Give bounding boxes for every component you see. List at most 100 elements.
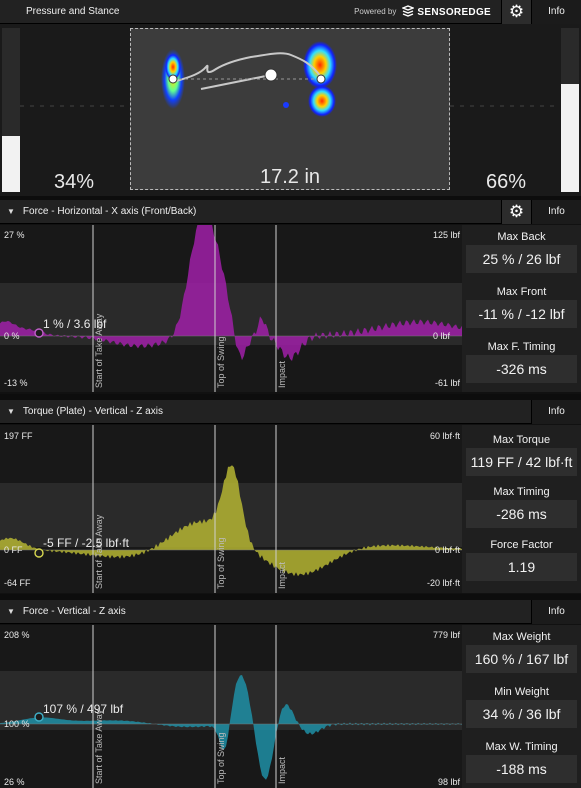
axis-bottom-right: -20 lbf·ft xyxy=(426,578,460,588)
powered-by-label: Powered by xyxy=(354,7,397,16)
stat-label: Max Weight xyxy=(492,631,551,643)
event-label: Start of Take Away xyxy=(94,514,104,589)
stat-label: Max Front xyxy=(496,286,547,298)
event-label: Start of Take Away xyxy=(94,709,104,784)
divider xyxy=(0,196,581,202)
stat-label: Max W. Timing xyxy=(485,741,558,753)
pressure-info-button[interactable]: Info xyxy=(531,0,581,24)
vertical-chart-svg: Start of Take Away Top of Swing Impact xyxy=(0,625,462,788)
stat-label: Max Back xyxy=(497,231,546,243)
left-cop-marker xyxy=(168,74,178,84)
stance-width: 17.2 in xyxy=(259,166,321,188)
vertical-info-button[interactable]: Info xyxy=(531,599,581,624)
pressure-panel: 34% 66% xyxy=(0,24,581,196)
chart-band xyxy=(0,730,462,788)
pressure-plate[interactable]: 17.2 in xyxy=(130,28,450,190)
pressure-settings-button[interactable]: ⚙ xyxy=(501,0,531,24)
chart-band xyxy=(0,225,462,283)
horizontal-header: ▼ Force - Horizontal - X axis (Front/Bac… xyxy=(0,199,581,224)
vertical-stats: Max Weight 160 % / 167 lbf Min Weight 34… xyxy=(462,625,581,788)
cursor-value: -5 FF / -2.5 lbf·ft xyxy=(43,536,130,550)
axis-bottom-left: 26 % xyxy=(4,777,25,787)
cursor-marker xyxy=(34,548,44,558)
axis-mid-right: 0 lbf xyxy=(432,331,450,341)
axis-mid-left: 0 FF xyxy=(4,545,23,555)
collapse-arrow-icon[interactable]: ▼ xyxy=(7,407,15,416)
gear-icon: ⚙ xyxy=(508,1,525,21)
stance-guide-line xyxy=(20,105,560,107)
torque-header: ▼ Torque (Plate) - Vertical - Z axis Inf… xyxy=(0,399,581,424)
axis-top-right: 125 lbf xyxy=(432,230,460,240)
axis-bottom-right: 98 lbf xyxy=(437,777,460,787)
horizontal-chart-svg: Start of Take Away Top of Swing Impact xyxy=(0,225,462,392)
torque-chart-svg: Start of Take Away Top of Swing Impact xyxy=(0,425,462,593)
cop-trace xyxy=(175,52,322,90)
horizontal-chart[interactable]: Start of Take Away Top of Swing Impact 27 … xyxy=(0,225,462,392)
horizontal-title: Force - Horizontal - X axis (Front/Back) xyxy=(22,206,197,217)
horizontal-info-button[interactable]: Info xyxy=(531,199,581,224)
right-weight-percent: 66% xyxy=(486,171,527,193)
stat-label: Min Weight xyxy=(494,686,549,698)
torque-chart[interactable]: Start of Take Away Top of Swing Impact 197… xyxy=(0,425,462,593)
vertical-chart[interactable]: Start of Take Away Top of Swing Impact 208… xyxy=(0,625,462,788)
collapse-arrow-icon[interactable]: ▼ xyxy=(7,207,15,216)
stat-label: Max F. Timing xyxy=(487,341,556,353)
axis-bottom-left: -13 % xyxy=(4,378,28,388)
brand-name: SENSOREDGE xyxy=(417,7,491,18)
stat-value: -11 % / -12 lbf xyxy=(466,300,577,328)
right-weight-fill xyxy=(561,83,579,192)
axis-bottom-left: -64 FF xyxy=(4,578,31,588)
axis-top-right: 60 lbf·ft xyxy=(429,431,460,441)
pressure-heatmap xyxy=(161,41,337,117)
event-label: Impact xyxy=(277,561,287,589)
left-weight-percent: 34% xyxy=(54,171,95,193)
right-cop-marker xyxy=(316,74,326,84)
pressure-header: Pressure and Stance Powered by SENSOREDG… xyxy=(0,0,581,24)
divider xyxy=(0,394,581,400)
torque-title: Torque (Plate) - Vertical - Z axis xyxy=(22,406,163,417)
stat-value: -326 ms xyxy=(466,355,577,383)
waveform xyxy=(0,225,462,361)
event-label: Start of Take Away xyxy=(94,313,104,388)
horizontal-settings-button[interactable]: ⚙ xyxy=(501,199,531,224)
axis-top-left: 197 FF xyxy=(4,431,33,441)
collapse-arrow-icon[interactable]: ▼ xyxy=(7,607,15,616)
center-cop-marker xyxy=(264,68,278,82)
vertical-header: ▼ Force - Vertical - Z axis Info xyxy=(0,599,581,624)
divider xyxy=(0,594,581,600)
stat-value: 34 % / 36 lbf xyxy=(466,700,577,728)
stat-value: 1.19 xyxy=(466,553,577,581)
axis-top-left: 208 % xyxy=(4,630,30,640)
torque-info-button[interactable]: Info xyxy=(531,399,581,424)
axis-mid-left: 100 % xyxy=(4,719,30,729)
stat-value: 25 % / 26 lbf xyxy=(466,245,577,273)
right-foot-pressure xyxy=(303,41,337,89)
horizontal-stats: Max Back 25 % / 26 lbf Max Front -11 % /… xyxy=(462,225,581,392)
stat-value: -188 ms xyxy=(466,755,577,783)
torque-stats: Max Torque 119 FF / 42 lbf·ft Max Timing… xyxy=(462,425,581,593)
stat-value: -286 ms xyxy=(466,500,577,528)
axis-top-right: 779 lbf xyxy=(432,630,460,640)
stat-value: 119 FF / 42 lbf·ft xyxy=(466,448,577,476)
axis-bottom-right: -61 lbf xyxy=(434,378,460,388)
cursor-value: 107 % / 497 lbf xyxy=(43,702,124,716)
axis-mid-right: 0 lbf·ft xyxy=(434,545,460,555)
target-dot xyxy=(283,102,289,108)
chart-band xyxy=(0,625,462,671)
axis-top-left: 27 % xyxy=(4,230,25,240)
chart-band xyxy=(0,547,462,593)
event-label: Top of Swing xyxy=(216,732,226,784)
left-weight-fill xyxy=(2,136,20,192)
left-weight-bar xyxy=(2,28,20,192)
axis-mid-left: 0 % xyxy=(4,331,20,341)
stat-label: Force Factor xyxy=(490,539,553,551)
stat-value: 160 % / 167 lbf xyxy=(466,645,577,673)
stat-label: Max Torque xyxy=(492,434,551,446)
chart-band xyxy=(0,345,462,392)
event-label: Impact xyxy=(277,360,287,388)
cursor-marker xyxy=(34,712,44,722)
cursor-value: 1 % / 3.6 lbf xyxy=(43,317,107,331)
right-weight-bar xyxy=(561,28,579,192)
pressure-title: Pressure and Stance xyxy=(26,6,120,17)
waveform xyxy=(0,465,462,577)
